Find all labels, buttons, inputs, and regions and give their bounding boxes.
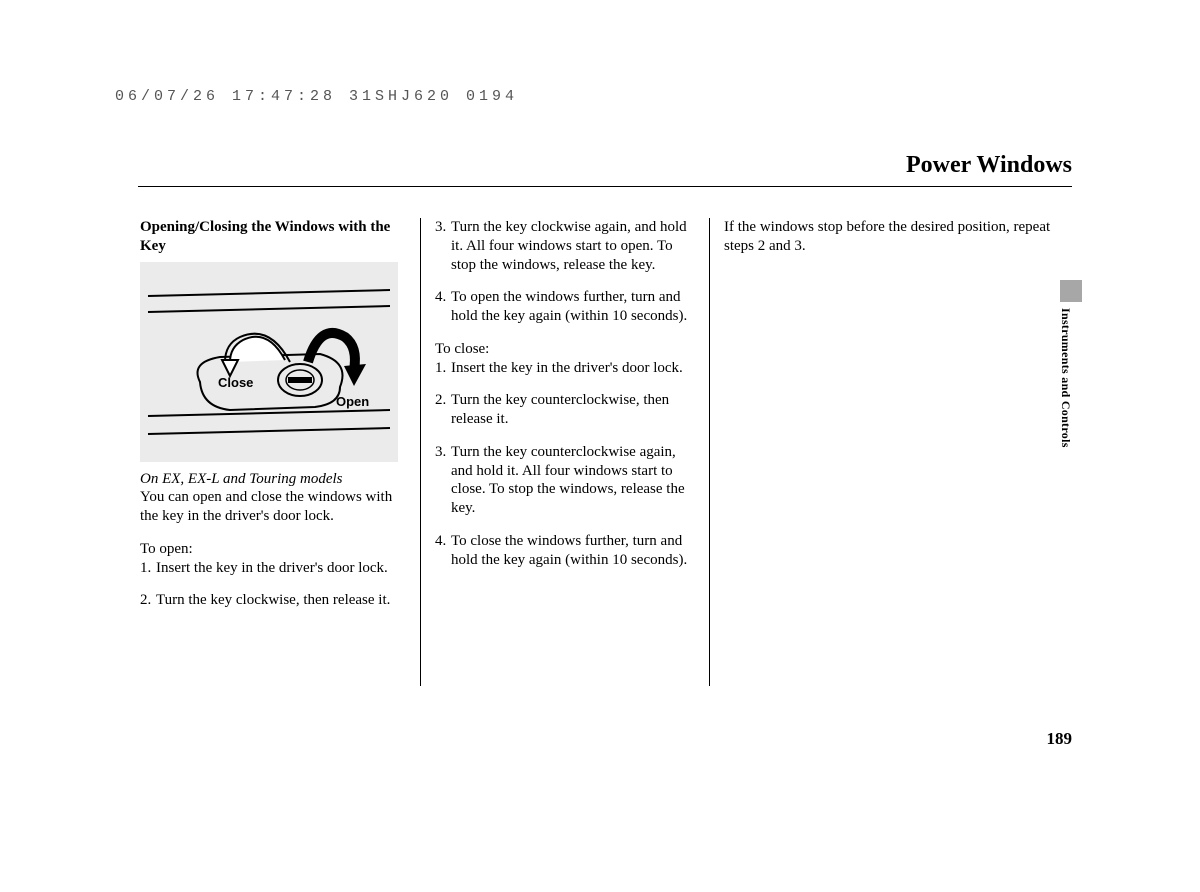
to-close-label: To close:: [435, 340, 695, 359]
to-open-label: To open:: [140, 540, 406, 559]
diagram-close-label: Close: [218, 375, 253, 390]
close-step-1: 1. Insert the key in the driver's door l…: [435, 359, 695, 378]
content-columns: Opening/Closing the Windows with the Key: [140, 218, 1080, 686]
key-lock-diagram: Close Open: [140, 262, 398, 462]
close-step-2: 2. Turn the key counterclockwise, then r…: [435, 391, 695, 429]
open-step-4: 4. To open the windows further, turn and…: [435, 288, 695, 326]
page-title: Power Windows: [906, 152, 1072, 179]
close-step-4: 4. To close the windows further, turn an…: [435, 532, 695, 570]
open-step-2: 2. Turn the key clockwise, then release …: [140, 591, 406, 610]
section-heading: Opening/Closing the Windows with the Key: [140, 218, 406, 256]
column-1: Opening/Closing the Windows with the Key: [140, 218, 420, 686]
side-tab: Instruments and Controls: [1058, 280, 1082, 448]
column-2: 3. Turn the key clockwise again, and hol…: [420, 218, 710, 686]
close-step-3: 3. Turn the key counterclockwise again, …: [435, 443, 695, 518]
open-step-1: 1. Insert the key in the driver's door l…: [140, 559, 406, 578]
title-rule: [138, 186, 1072, 187]
model-note: On EX, EX-L and Touring models: [140, 470, 406, 489]
side-tab-label: Instruments and Controls: [1058, 308, 1073, 448]
side-tab-marker: [1060, 280, 1082, 302]
intro-text: You can open and close the windows with …: [140, 488, 406, 526]
column-3: If the windows stop before the desired p…: [710, 218, 1080, 686]
open-step-3: 3. Turn the key clockwise again, and hol…: [435, 218, 695, 274]
diagram-open-label: Open: [336, 394, 369, 409]
header-timestamp: 06/07/26 17:47:28 31SHJ620 0194: [115, 88, 518, 105]
page-number: 189: [1047, 729, 1073, 749]
repeat-note: If the windows stop before the desired p…: [724, 218, 1080, 256]
